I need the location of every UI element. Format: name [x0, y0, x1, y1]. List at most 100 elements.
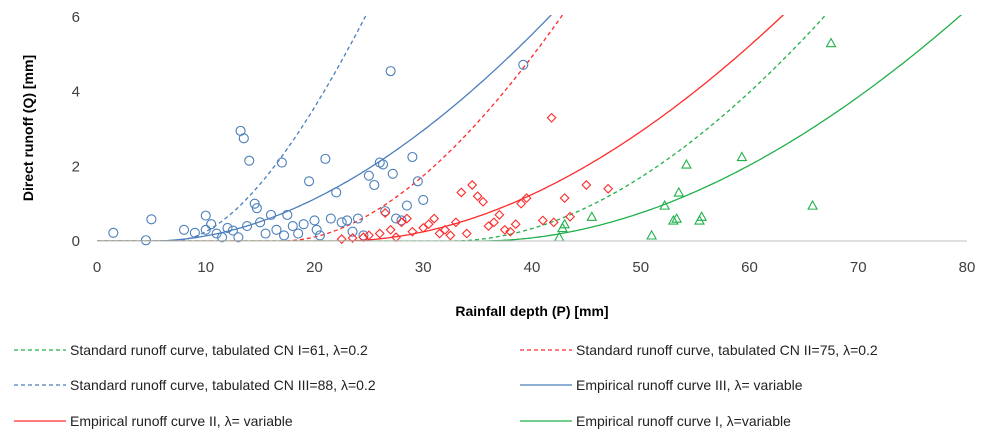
- data-point-circle: [342, 215, 353, 226]
- data-point-diamond: [336, 234, 347, 245]
- data-point-diamond: [461, 228, 472, 239]
- data-point-circle: [233, 232, 244, 243]
- curve-line-4: [97, 15, 553, 241]
- data-point-circle: [260, 228, 271, 239]
- y-tick-label: 2: [72, 158, 80, 175]
- curve-line-2: [97, 15, 564, 241]
- data-point-circle: [363, 170, 374, 181]
- data-point-diamond: [401, 213, 412, 224]
- data-point-circle: [265, 209, 277, 220]
- y-tick-labels: 0 2 4 6: [72, 9, 80, 250]
- data-point-diamond: [516, 198, 527, 209]
- data-point-circle: [336, 217, 347, 228]
- data-point-circle: [358, 230, 369, 241]
- data-point-diamond: [565, 211, 576, 222]
- data-point-circle: [200, 210, 211, 221]
- legend: Standard runoff curve, tabulated CN I=61…: [14, 342, 878, 429]
- data-point-circle: [396, 215, 407, 226]
- data-point-circle: [331, 187, 342, 198]
- data-point-triangle: [825, 37, 837, 48]
- data-point-triangle: [736, 151, 748, 162]
- data-point-circle: [206, 219, 217, 230]
- data-point-triangle: [680, 158, 692, 169]
- data-point-circle: [271, 224, 282, 235]
- data-point-diamond: [559, 193, 570, 204]
- x-axis-title: Rainfall depth (P) [mm]: [455, 303, 608, 319]
- data-point-circle: [518, 59, 529, 70]
- data-point-circle: [278, 230, 290, 241]
- data-point-diamond: [423, 219, 434, 230]
- data-point-diamond: [510, 219, 521, 230]
- y-tick-label: 0: [72, 233, 80, 250]
- points-layer: [108, 37, 837, 246]
- data-point-diamond: [521, 193, 532, 204]
- data-point-diamond: [581, 180, 592, 190]
- legend-label-2: Standard runoff curve, tabulated CN II=7…: [576, 342, 878, 358]
- data-point-diamond: [385, 224, 396, 235]
- data-point-circle: [352, 213, 364, 224]
- x-tick-label: 50: [632, 259, 649, 276]
- data-point-circle: [244, 155, 255, 166]
- data-point-diamond: [456, 187, 467, 198]
- data-point-circle: [369, 179, 380, 191]
- data-point-circle: [276, 157, 287, 168]
- data-point-circle: [407, 151, 418, 163]
- data-point-circle: [311, 224, 322, 235]
- data-point-diamond: [499, 224, 510, 235]
- data-point-triangle: [559, 218, 571, 229]
- data-point-diamond: [467, 180, 478, 190]
- x-tick-label: 20: [306, 259, 323, 276]
- data-point-triangle: [667, 214, 679, 225]
- data-point-triangle: [671, 212, 683, 223]
- x-tick-label: 70: [850, 259, 867, 276]
- data-point-circle: [418, 194, 429, 205]
- x-tick-label: 30: [415, 259, 432, 276]
- legend-label-4: Empirical runoff curve III, λ= variable: [576, 377, 803, 393]
- data-point-circle: [146, 214, 157, 225]
- data-point-diamond: [407, 226, 418, 237]
- curve-line-5: [97, 15, 785, 241]
- data-point-diamond: [494, 209, 505, 220]
- data-point-circle: [314, 230, 325, 241]
- data-point-circle: [298, 219, 309, 230]
- data-point-circle: [222, 222, 233, 233]
- data-point-diamond: [603, 183, 614, 194]
- data-point-diamond: [380, 208, 391, 218]
- data-point-diamond: [450, 217, 461, 228]
- data-point-diamond: [505, 226, 516, 237]
- data-point-circle: [251, 203, 262, 214]
- data-point-diamond: [374, 228, 385, 239]
- data-point-circle: [401, 200, 412, 211]
- data-point-diamond: [537, 215, 548, 226]
- data-point-diamond: [347, 233, 358, 243]
- data-point-diamond: [472, 191, 483, 202]
- data-point-circle: [347, 226, 358, 237]
- data-point-triangle: [659, 199, 671, 210]
- data-point-circle: [385, 66, 396, 77]
- data-point-circle: [287, 221, 298, 232]
- x-tick-label: 0: [93, 259, 101, 276]
- x-tick-label: 80: [959, 259, 976, 276]
- x-tick-label: 40: [524, 259, 541, 276]
- data-point-diamond: [488, 217, 499, 228]
- data-point-circle: [380, 206, 391, 217]
- legend-label-5: Empirical runoff curve II, λ= variable: [70, 413, 293, 429]
- data-point-circle: [309, 215, 320, 226]
- y-tick-label: 4: [72, 84, 80, 101]
- data-point-diamond: [440, 224, 450, 235]
- legend-label-1: Standard runoff curve, tabulated CN I=61…: [70, 342, 368, 358]
- data-point-circle: [189, 227, 200, 238]
- data-point-circle: [377, 159, 389, 170]
- data-point-circle: [304, 176, 315, 187]
- curve-line-6: [97, 15, 963, 241]
- data-point-diamond: [478, 196, 489, 207]
- curves-layer: [97, 15, 963, 241]
- curve-line-1: [97, 15, 827, 241]
- data-point-circle: [178, 224, 190, 235]
- data-point-circle: [217, 232, 228, 243]
- data-point-triangle: [646, 229, 658, 240]
- legend-label-3: Standard runoff curve, tabulated CN III=…: [70, 377, 376, 393]
- data-point-diamond: [434, 228, 445, 239]
